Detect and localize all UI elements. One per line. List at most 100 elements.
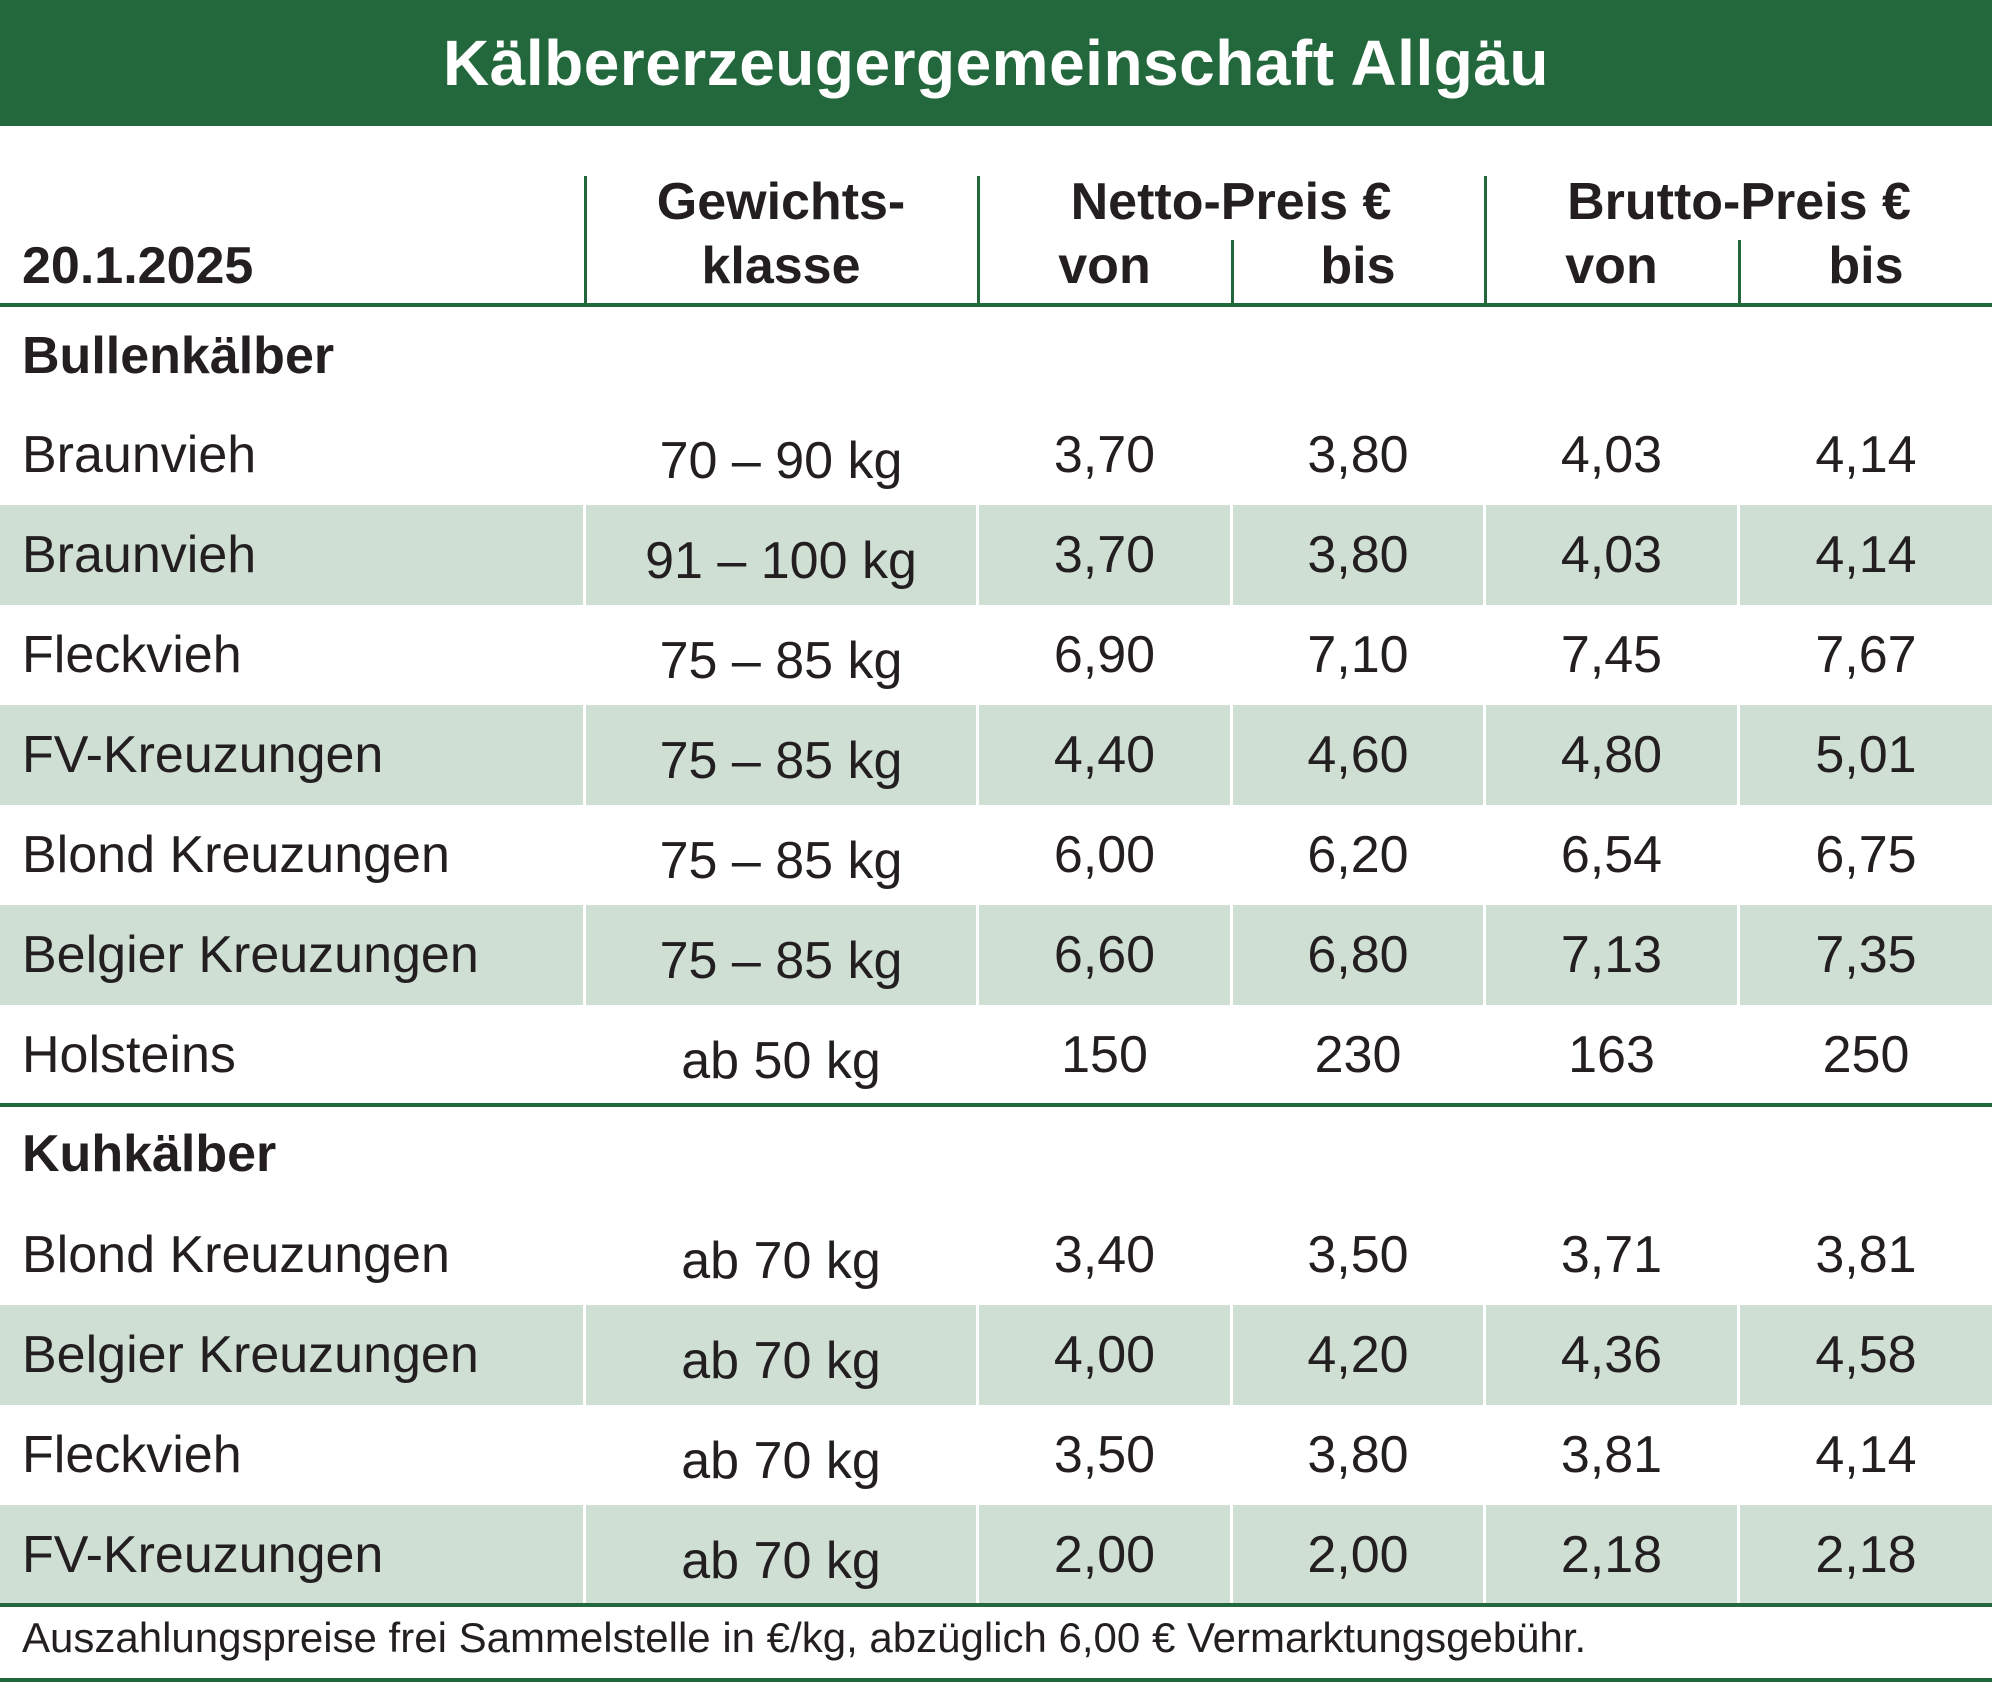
row-netto-von: 6,60: [979, 905, 1230, 1005]
row-brutto-bis: 6,75: [1815, 826, 1917, 884]
row-netto-bis: 3,50: [1307, 1226, 1409, 1284]
row-weight: 75 – 85 kg: [659, 632, 903, 690]
row-weight: ab 70 kg: [681, 1232, 881, 1290]
row-name: Belgier Kreuzungen: [0, 905, 583, 1005]
row-netto-von: 6,00: [1053, 826, 1156, 884]
row-brutto-bis: 250: [1822, 1026, 1910, 1084]
row-brutto-von: 7,13: [1486, 905, 1737, 1005]
row-netto-bis: 4,60: [1233, 705, 1483, 805]
divider: [0, 303, 1992, 307]
header-brutto: Brutto-Preis €: [1567, 173, 1911, 231]
row-name: FV-Kreuzungen: [0, 705, 583, 805]
row-name: Blond Kreuzungen: [22, 826, 450, 884]
row-netto-von: 3,70: [979, 505, 1230, 605]
row-weight: 75 – 85 kg: [586, 905, 976, 1005]
row-brutto-bis: 4,58: [1740, 1305, 1992, 1405]
row-brutto-von: 3,81: [1560, 1426, 1663, 1484]
row-brutto-von: 2,18: [1486, 1505, 1737, 1605]
row-weight: ab 70 kg: [681, 1432, 881, 1490]
row-netto-von: 4,40: [979, 705, 1230, 805]
table-row: Blond Kreuzungen ab 70 kg 3,40 3,50 3,71…: [0, 1205, 1992, 1305]
row-brutto-von: 163: [1568, 1026, 1655, 1084]
row-netto-bis: 2,00: [1233, 1505, 1483, 1605]
row-name: Holsteins: [22, 1026, 236, 1084]
row-netto-von: 4,00: [979, 1305, 1230, 1405]
row-netto-bis: 3,80: [1307, 426, 1409, 484]
section-label: Kuhkälber: [22, 1125, 277, 1183]
page-title: Kälbererzeugergemeinschaft Allgäu: [443, 27, 1549, 99]
row-name: Blond Kreuzungen: [22, 1226, 450, 1284]
row-brutto-bis: 7,35: [1740, 905, 1992, 1005]
row-brutto-von: 4,80: [1486, 705, 1737, 805]
header-netto-von: von: [1058, 237, 1151, 295]
row-brutto-bis: 4,14: [1815, 426, 1917, 484]
header-brutto-bis: bis: [1828, 237, 1904, 295]
row-weight: 91 – 100 kg: [586, 505, 976, 605]
divider: [0, 1678, 1992, 1682]
header-weight-line2: klasse: [701, 237, 861, 295]
header-netto-bis: bis: [1320, 237, 1396, 295]
header-date: 20.1.2025: [22, 237, 254, 295]
row-netto-von: 6,90: [1053, 626, 1156, 684]
row-netto-von: 3,70: [1053, 426, 1156, 484]
row-name: FV-Kreuzungen: [0, 1505, 583, 1605]
row-weight: ab 70 kg: [586, 1305, 976, 1405]
row-brutto-bis: 5,01: [1740, 705, 1992, 805]
row-brutto-bis: 3,81: [1815, 1226, 1917, 1284]
header-separator: [1484, 176, 1487, 304]
row-name: Braunvieh: [22, 426, 257, 484]
header-brutto-von: von: [1565, 237, 1658, 295]
table-row: FV-Kreuzungen ab 70 kg 2,00 2,00 2,18 2,…: [0, 1505, 1992, 1605]
row-name: Fleckvieh: [22, 1426, 242, 1484]
row-netto-bis: 3,80: [1307, 1426, 1409, 1484]
row-weight: 75 – 85 kg: [586, 705, 976, 805]
row-brutto-bis: 2,18: [1740, 1505, 1992, 1605]
row-netto-von: 2,00: [979, 1505, 1230, 1605]
row-netto-bis: 6,80: [1233, 905, 1483, 1005]
header-separator: [584, 176, 587, 304]
header-separator: [977, 176, 980, 304]
row-brutto-bis: 4,14: [1815, 1426, 1917, 1484]
table-row: Belgier Kreuzungen ab 70 kg 4,00 4,20 4,…: [0, 1305, 1992, 1405]
row-brutto-bis: 4,14: [1740, 505, 1992, 605]
header-separator: [1231, 240, 1234, 304]
row-brutto-von: 3,71: [1560, 1226, 1663, 1284]
table-row: Fleckvieh ab 70 kg 3,50 3,80 3,81 4,14: [0, 1405, 1992, 1505]
row-weight: ab 70 kg: [586, 1505, 976, 1605]
row-name: Belgier Kreuzungen: [0, 1305, 583, 1405]
table-row: Holsteins ab 50 kg 150 230 163 250: [0, 1005, 1992, 1105]
header-netto: Netto-Preis €: [1070, 173, 1392, 231]
section-label: Bullenkälber: [22, 327, 335, 385]
row-netto-von: 3,40: [1053, 1226, 1156, 1284]
table-row: Belgier Kreuzungen 75 – 85 kg 6,60 6,80 …: [0, 905, 1992, 1005]
title-bar: Kälbererzeugergemeinschaft Allgäu: [0, 0, 1992, 126]
row-brutto-von: 4,03: [1560, 426, 1663, 484]
table-row: FV-Kreuzungen 75 – 85 kg 4,40 4,60 4,80 …: [0, 705, 1992, 805]
table-row: Fleckvieh 75 – 85 kg 6,90 7,10 7,45 7,67: [0, 605, 1992, 705]
divider: [0, 1103, 1992, 1107]
row-netto-von: 150: [1061, 1026, 1148, 1084]
row-name: Fleckvieh: [22, 626, 242, 684]
table-row: Braunvieh 91 – 100 kg 3,70 3,80 4,03 4,1…: [0, 505, 1992, 605]
row-brutto-von: 4,36: [1486, 1305, 1737, 1405]
footnote: Auszahlungspreise frei Sammelstelle in €…: [22, 1614, 1587, 1661]
divider: [0, 1603, 1992, 1607]
row-brutto-von: 7,45: [1560, 626, 1663, 684]
row-name: Braunvieh: [0, 505, 583, 605]
header-weight-line1: Gewichts-: [656, 173, 906, 231]
row-netto-bis: 6,20: [1307, 826, 1409, 884]
row-netto-bis: 7,10: [1307, 626, 1409, 684]
row-brutto-bis: 7,67: [1815, 626, 1917, 684]
row-netto-von: 3,50: [1053, 1426, 1156, 1484]
row-netto-bis: 230: [1314, 1026, 1402, 1084]
header-separator: [1738, 240, 1741, 304]
row-netto-bis: 4,20: [1233, 1305, 1483, 1405]
row-brutto-von: 4,03: [1486, 505, 1737, 605]
row-weight: 70 – 90 kg: [659, 432, 903, 490]
row-netto-bis: 3,80: [1233, 505, 1483, 605]
table-row: Blond Kreuzungen 75 – 85 kg 6,00 6,20 6,…: [0, 805, 1992, 905]
row-weight: ab 50 kg: [681, 1032, 881, 1090]
table-row: Braunvieh 70 – 90 kg 3,70 3,80 4,03 4,14: [0, 405, 1992, 505]
row-weight: 75 – 85 kg: [659, 832, 903, 890]
row-brutto-von: 6,54: [1560, 826, 1663, 884]
